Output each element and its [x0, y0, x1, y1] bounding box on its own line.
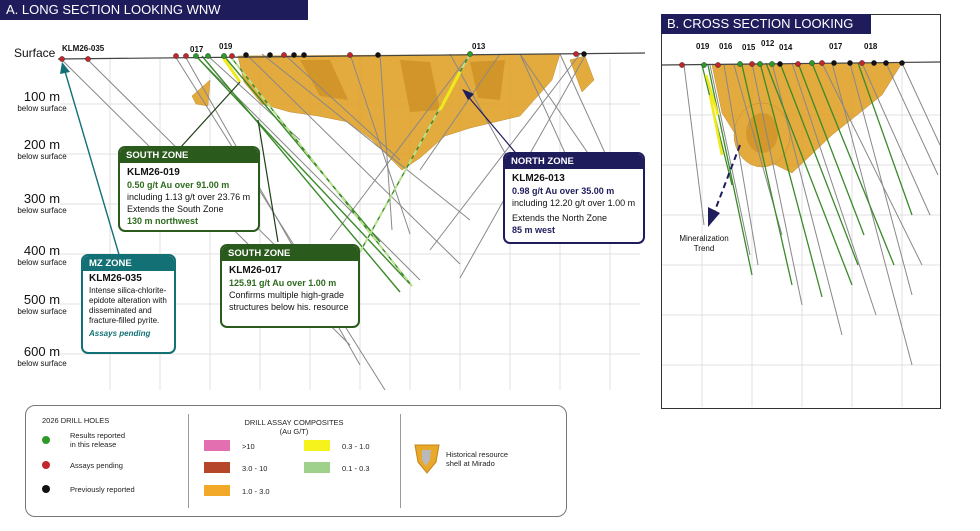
hole-label-013: 013 — [472, 42, 486, 51]
legend-grade-01-03: 0.1 - 0.3 — [342, 464, 370, 473]
callout-hole: KLM26-035 — [89, 273, 142, 284]
cross-hole-019: 019 — [696, 42, 710, 51]
callout-grade: 125.91 g/t Au over 1.00 m — [229, 278, 337, 288]
legend-drill-holes-title: 2026 DRILL HOLES — [42, 416, 110, 425]
callout-note: Extends the South Zone — [127, 204, 224, 214]
callout-desc-3: disseminated and — [89, 306, 152, 315]
legend-grade-gt10: >10 — [242, 442, 255, 451]
north-zone-013-callout: NORTH ZONE KLM26-013 0.98 g/t Au over 35… — [503, 152, 645, 244]
callout-extension: 85 m west — [512, 225, 556, 235]
surface-label: Surface — [14, 46, 56, 60]
depth-400: 400 m below surface — [17, 243, 67, 268]
south-zone-019-callout: SOUTH ZONE KLM26-019 0.50 g/t Au over 91… — [118, 146, 260, 232]
cross-hole-015: 015 — [742, 43, 756, 52]
callout-desc-4: fracture-filled pyrite. — [89, 316, 160, 325]
cross-hole-014: 014 — [779, 43, 793, 52]
legend-pending-label: Assays pending — [70, 461, 123, 470]
callout-desc-2: epidote alteration with — [89, 296, 167, 305]
legend-divider-2 — [400, 414, 401, 508]
callout-extension: 130 m northwest — [127, 216, 199, 226]
legend-shell-label: Historical resource shell at Mirado — [446, 450, 509, 468]
collar-dots-long — [59, 51, 587, 62]
legend-divider-1 — [188, 414, 189, 508]
legend-dot-green — [42, 436, 50, 444]
cross-section-title: B. CROSS SECTION LOOKING ENE — [661, 14, 871, 51]
depth-100: 100 m below surface — [17, 89, 67, 114]
callout-hole: KLM26-017 — [229, 265, 282, 276]
mineralization-trend-label: Mineralization Trend — [679, 234, 729, 253]
legend-grade-03-1: 0.3 - 1.0 — [342, 442, 370, 451]
cross-hole-018: 018 — [864, 42, 878, 51]
callout-header: SOUTH ZONE — [222, 246, 358, 261]
legend-swatch-01-03 — [304, 462, 330, 473]
legend-grade-3-10: 3.0 - 10 — [242, 464, 268, 473]
legend-assay-title: DRILL ASSAY COMPOSITES (Au G/T) — [244, 418, 344, 436]
south-zone-017-callout: SOUTH ZONE KLM26-017 125.91 g/t Au over … — [220, 244, 360, 328]
legend: 2026 DRILL HOLES Results reported in this… — [25, 405, 567, 517]
callout-grade: 0.98 g/t Au over 35.00 m — [512, 186, 615, 196]
legend-dot-black — [42, 485, 50, 493]
legend-dot-red — [42, 461, 50, 469]
legend-swatch-gt10 — [204, 440, 230, 451]
depth-600: 600 m below surface — [17, 344, 67, 369]
callout-note-2: structures below his. resource — [229, 302, 349, 312]
cross-hole-016: 016 — [719, 42, 733, 51]
legend-grade-1-3: 1.0 - 3.0 — [242, 487, 270, 496]
callout-status: Assays pending — [89, 329, 151, 338]
hole-label-019: 019 — [219, 42, 233, 51]
callout-hole: KLM26-019 — [127, 167, 180, 178]
legend-shell-icon — [414, 444, 440, 474]
callout-grade: 0.50 g/t Au over 91.00 m — [127, 180, 230, 190]
long-section-title: A. LONG SECTION LOOKING WNW — [0, 0, 308, 20]
callout-hole: KLM26-013 — [512, 173, 565, 184]
callout-header: MZ ZONE — [83, 256, 174, 271]
mz-zone-035-callout: MZ ZONE KLM26-035 Intense silica-chlorit… — [81, 254, 176, 354]
depth-500: 500 m below surface — [17, 292, 67, 317]
cross-section-diagram — [662, 60, 940, 407]
long-section-diagram — [57, 51, 646, 391]
callout-note: Confirms multiple high-grade — [229, 290, 345, 300]
callout-desc-1: Intense silica-chlorite- — [89, 286, 167, 295]
legend-previous-label: Previously reported — [70, 485, 135, 494]
cross-hole-017: 017 — [829, 42, 843, 51]
collar-dots-cross — [679, 60, 905, 68]
cross-hole-012: 012 — [761, 39, 775, 48]
depth-300: 300 m below surface — [17, 191, 67, 216]
hole-label-035: KLM26-035 — [62, 44, 105, 53]
legend-swatch-3-10 — [204, 462, 230, 473]
legend-swatch-1-3 — [204, 485, 230, 496]
callout-header: SOUTH ZONE — [120, 148, 258, 163]
callout-including: including 1.13 g/t over 23.76 m — [127, 192, 251, 202]
legend-swatch-03-1 — [304, 440, 330, 451]
callout-including: including 12.20 g/t over 1.00 m — [512, 198, 636, 208]
depth-200: 200 m below surface — [17, 137, 67, 162]
hole-label-017: 017 — [190, 45, 204, 54]
callout-header: NORTH ZONE — [505, 154, 643, 169]
legend-results-label: Results reported in this release — [70, 431, 126, 449]
callout-note: Extends the North Zone — [512, 213, 608, 223]
